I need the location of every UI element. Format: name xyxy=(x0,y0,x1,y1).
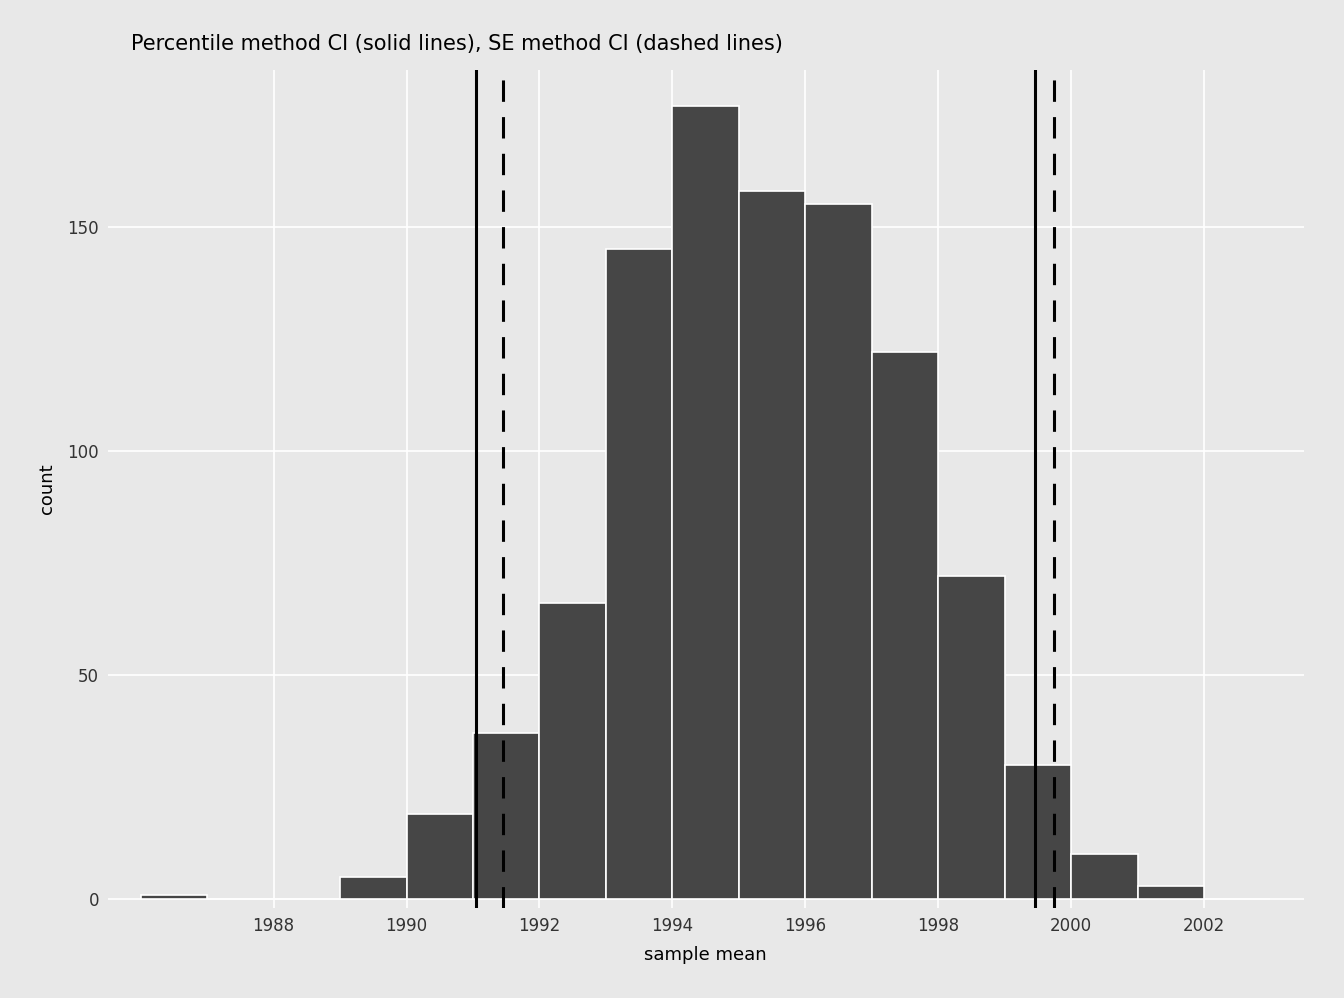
Bar xyxy=(1071,854,1137,899)
Bar xyxy=(1137,886,1204,899)
Y-axis label: count: count xyxy=(39,464,56,514)
Bar xyxy=(473,734,539,899)
Bar xyxy=(872,352,938,899)
Bar xyxy=(406,814,473,899)
Bar xyxy=(805,205,872,899)
Bar xyxy=(606,250,672,899)
Bar xyxy=(938,577,1005,899)
Bar xyxy=(1004,764,1071,899)
Bar xyxy=(739,191,805,899)
Bar xyxy=(141,895,207,899)
Bar xyxy=(672,106,739,899)
Text: Percentile method CI (solid lines), SE method CI (dashed lines): Percentile method CI (solid lines), SE m… xyxy=(132,34,784,55)
Bar xyxy=(340,877,406,899)
X-axis label: sample mean: sample mean xyxy=(644,946,767,964)
Bar xyxy=(539,604,606,899)
